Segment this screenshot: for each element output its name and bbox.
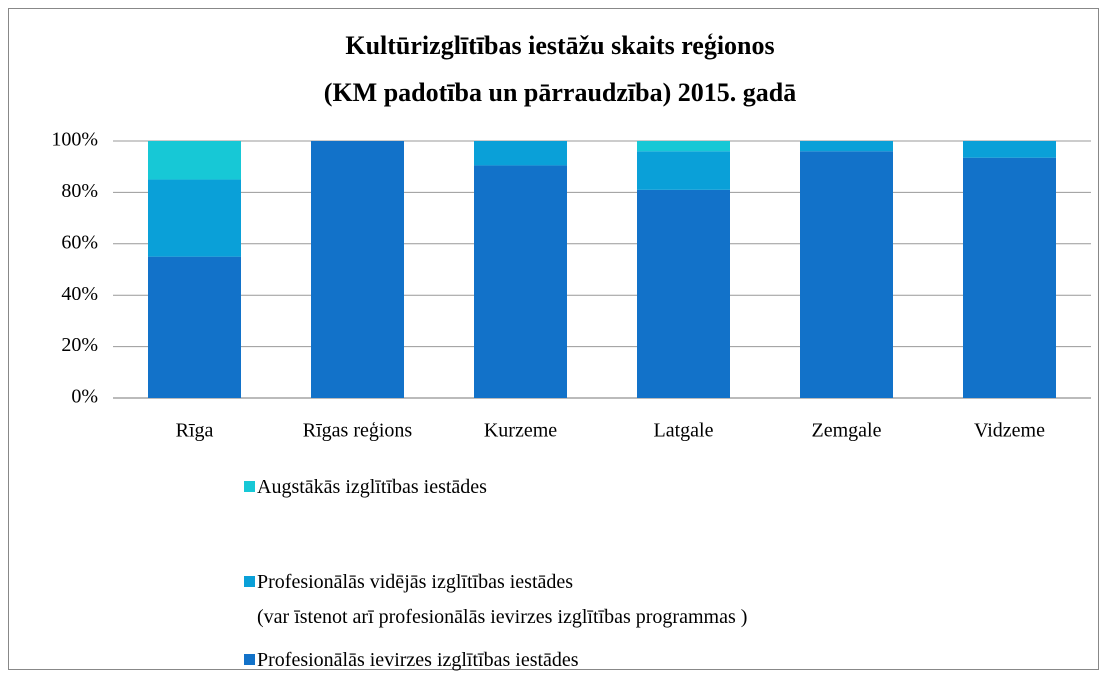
chart-title: Kultūrizglītības iestāžu skaits reģionos <box>345 31 774 60</box>
bar-segment <box>637 189 730 398</box>
legend-label: Profesionālās vidējās izglītības iestāde… <box>257 571 748 628</box>
bar-segment <box>148 141 241 180</box>
x-tick-label: Kurzeme <box>484 420 557 442</box>
bar-segment <box>311 141 404 398</box>
bar-segment <box>963 157 1056 398</box>
bar-segment <box>800 141 893 152</box>
bar-segment <box>148 256 241 398</box>
y-tick-label: 20% <box>61 334 98 356</box>
y-tick-label: 80% <box>61 180 98 202</box>
bar-segment <box>800 151 893 398</box>
legend-entry: Augstākās izglītības iestādes <box>244 470 487 505</box>
bar-segment <box>474 141 567 166</box>
page: Kultūrizglītības iestāžu skaits reģionos… <box>8 8 1099 671</box>
legend-label: Augstākās izglītības iestādes <box>257 476 487 498</box>
x-tick-label: Latgale <box>654 420 714 442</box>
legend-swatch <box>244 481 255 492</box>
y-tick-label: 60% <box>61 231 98 253</box>
x-tick-label: Rīga <box>176 420 214 442</box>
legend-swatch <box>244 654 255 665</box>
x-tick-label: Zemgale <box>812 420 882 442</box>
x-tick-label: Vidzeme <box>974 420 1045 442</box>
legend-label: Profesionālās ievirzes izglītības iestād… <box>257 649 579 671</box>
bar-segment <box>148 179 241 257</box>
bar-segment <box>474 165 567 398</box>
bar-segment <box>963 141 1056 158</box>
chart: Kultūrizglītības iestāžu skaits reģionos… <box>51 31 1091 442</box>
legend-entry: Profesionālās vidējās izglītības iestāde… <box>244 565 747 635</box>
chart-subtitle: (KM padotība un pārraudzība) 2015. gadā <box>324 78 796 107</box>
y-tick-label: 100% <box>51 129 98 151</box>
legend-entry: Profesionālās ievirzes izglītības iestād… <box>244 643 579 678</box>
bar-segment <box>637 151 730 190</box>
bar-segment <box>637 141 730 152</box>
y-tick-label: 40% <box>61 283 98 305</box>
legend-swatch <box>244 576 255 587</box>
y-tick-label: 0% <box>71 386 98 408</box>
x-tick-label: Rīgas reģions <box>303 420 413 442</box>
